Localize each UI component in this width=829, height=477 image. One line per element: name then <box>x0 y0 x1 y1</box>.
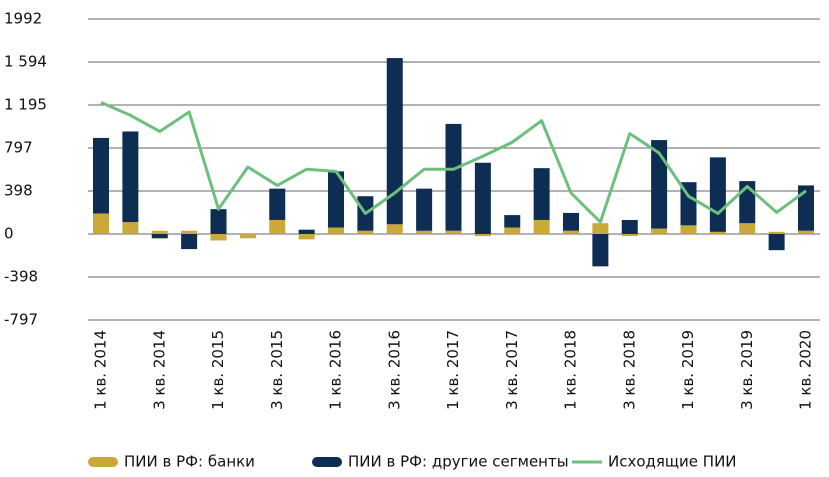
bar <box>651 228 668 234</box>
bar <box>122 131 139 223</box>
bar <box>798 230 814 234</box>
y-tick-label: 398 <box>4 182 33 200</box>
bar <box>93 213 109 234</box>
bar <box>181 230 198 234</box>
bar <box>563 230 579 234</box>
bar <box>357 230 374 234</box>
bar <box>151 233 168 239</box>
legend-label: ПИИ в РФ: банки <box>124 453 255 471</box>
bar <box>680 225 697 234</box>
bar <box>798 185 814 231</box>
x-tick-label: 1 кв. 2019 <box>679 330 697 410</box>
bar <box>563 212 579 231</box>
x-tick-label: 3 кв. 2015 <box>268 330 286 410</box>
bar <box>533 219 550 234</box>
bar <box>621 219 638 234</box>
x-tick-label: 3 кв. 2018 <box>620 330 638 410</box>
bar <box>328 227 344 234</box>
legend-swatch <box>312 457 342 467</box>
bar <box>533 168 550 220</box>
x-tick-label: 1 кв. 2015 <box>209 330 227 410</box>
bar <box>210 209 227 234</box>
bar <box>445 230 462 234</box>
bar <box>151 230 168 234</box>
y-tick-label: 0 <box>4 224 14 242</box>
bar <box>709 231 726 234</box>
bar <box>416 188 433 231</box>
bar <box>768 233 785 251</box>
x-tick-label: 1 кв. 2014 <box>92 330 110 410</box>
bar <box>592 223 609 234</box>
bar <box>474 233 491 237</box>
bar <box>269 188 286 220</box>
x-tick-label: 1 кв. 2018 <box>562 330 580 410</box>
bar <box>122 222 139 234</box>
x-tick-label: 3 кв. 2014 <box>150 330 168 410</box>
x-tick-label: 3 кв. 2019 <box>738 330 756 410</box>
legend-label: Исходящие ПИИ <box>608 453 737 471</box>
x-tick-label: 3 кв. 2016 <box>385 330 403 410</box>
bar <box>181 233 198 250</box>
bar <box>386 224 403 234</box>
x-tick-label: 3 кв. 2017 <box>503 330 521 410</box>
bar <box>504 215 521 228</box>
bar <box>445 123 462 231</box>
bar <box>210 233 227 241</box>
y-tick-label: 1 195 <box>4 96 47 114</box>
bar <box>592 233 609 267</box>
bar <box>328 171 344 228</box>
y-tick-label: 1992 <box>4 10 42 28</box>
bar <box>651 140 668 229</box>
bar <box>709 157 726 232</box>
bar <box>269 219 286 234</box>
y-tick-label: 797 <box>4 138 33 156</box>
bar <box>93 137 109 214</box>
line <box>100 100 807 224</box>
y-tick-label: -398 <box>4 267 38 285</box>
y-tick-label: 1 594 <box>4 52 47 70</box>
bar <box>386 58 403 225</box>
y-tick-label: -797 <box>4 311 38 329</box>
x-tick-label: 1 кв. 2017 <box>444 330 462 410</box>
bar <box>739 223 756 234</box>
x-tick-label: 1 кв. 2016 <box>327 330 345 410</box>
bar <box>298 229 315 234</box>
x-tick-label: 1 кв. 2020 <box>797 330 815 410</box>
bar <box>239 233 256 239</box>
legend-label: ПИИ в РФ: другие сегменты <box>348 453 569 471</box>
bar <box>474 162 491 234</box>
legend-swatch <box>88 457 118 467</box>
bar <box>298 233 315 240</box>
bar <box>416 230 433 234</box>
bar <box>504 227 521 234</box>
bar <box>768 231 785 234</box>
bar <box>621 233 638 237</box>
